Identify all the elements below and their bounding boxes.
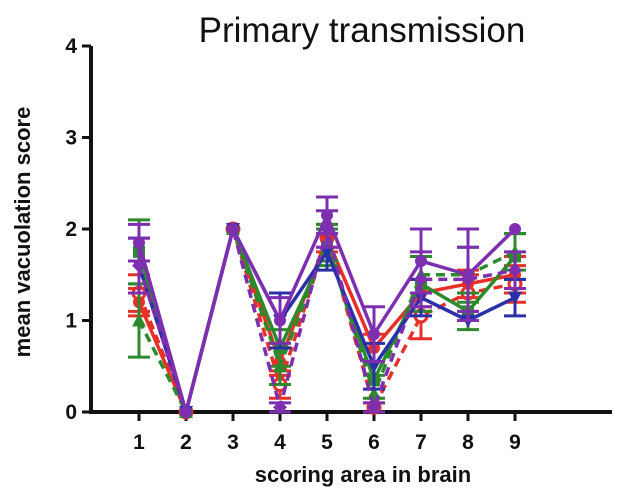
y-tick-label: 2 xyxy=(65,218,77,241)
x-tick-label: 4 xyxy=(274,431,286,454)
data-point xyxy=(462,268,474,281)
data-point xyxy=(508,291,522,305)
y-ticks: 0 1 2 3 4 xyxy=(65,35,91,424)
data-point xyxy=(368,328,380,341)
y-axis-label: mean vacuolation score xyxy=(10,107,35,358)
data-point xyxy=(133,236,145,249)
y-tick-label: 0 xyxy=(65,401,77,424)
data-point xyxy=(415,255,427,268)
data-point xyxy=(367,400,381,415)
x-tick-label: 1 xyxy=(133,431,145,454)
x-tick-label: 8 xyxy=(462,431,474,454)
x-tick-label: 7 xyxy=(415,431,427,454)
x-tick-label: 2 xyxy=(180,431,192,454)
data-point xyxy=(180,406,192,418)
chart-title: Primary transmission xyxy=(199,11,526,50)
x-tick-label: 5 xyxy=(321,431,333,454)
data-point xyxy=(321,209,333,222)
data-point xyxy=(273,400,287,415)
x-tick-label: 3 xyxy=(227,431,239,454)
x-tick-label: 6 xyxy=(368,431,380,454)
y-tick-label: 3 xyxy=(65,127,77,150)
data-point xyxy=(509,223,521,235)
y-tick-label: 1 xyxy=(65,310,77,333)
series-7 xyxy=(128,195,521,418)
data-point xyxy=(274,314,286,327)
data-point xyxy=(132,313,146,327)
x-ticks: 1 2 3 4 5 6 7 8 9 xyxy=(133,412,521,454)
data-point xyxy=(508,263,522,278)
series-layer xyxy=(128,195,526,420)
data-point xyxy=(367,360,381,374)
x-axis-label: scoring area in brain xyxy=(255,462,471,487)
data-point xyxy=(227,223,239,235)
x-tick-label: 9 xyxy=(509,431,521,454)
y-tick-label: 4 xyxy=(65,35,77,58)
